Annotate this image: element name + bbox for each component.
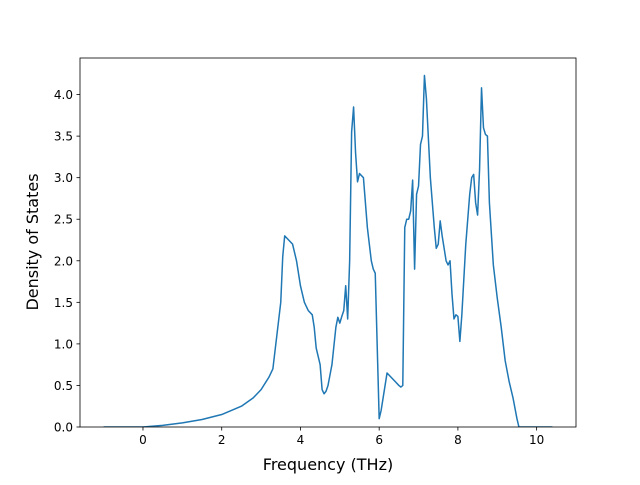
y-tick-label: 2.5	[54, 213, 73, 227]
series-line-0	[103, 74, 553, 427]
x-tick-label: 6	[375, 433, 383, 447]
x-axis-label: Frequency (THz)	[263, 455, 393, 474]
y-tick-label: 4.0	[54, 88, 73, 102]
x-tick-label: 8	[454, 433, 462, 447]
y-tick-label: 2.0	[54, 254, 73, 268]
x-tick-label: 2	[218, 433, 226, 447]
y-tick-label: 1.5	[54, 296, 73, 310]
y-tick-label: 0.0	[54, 421, 73, 435]
y-tick-label: 3.0	[54, 171, 73, 185]
plot-area	[103, 74, 553, 427]
plot-frame	[79, 57, 577, 428]
x-tick-label: 4	[297, 433, 305, 447]
y-axis-label: Density of States	[23, 173, 42, 310]
axes: 0 2 4 6 8 10 0.0 0.5 1.0 1.5 2.0 2.5 3.0 3.5 4.0	[54, 57, 577, 447]
x-tick-label: 0	[139, 433, 147, 447]
y-tick-label: 3.5	[54, 130, 73, 144]
y-tick-label: 0.5	[54, 379, 73, 393]
y-tick-label: 1.0	[54, 337, 73, 351]
x-tick-label: 10	[529, 433, 544, 447]
